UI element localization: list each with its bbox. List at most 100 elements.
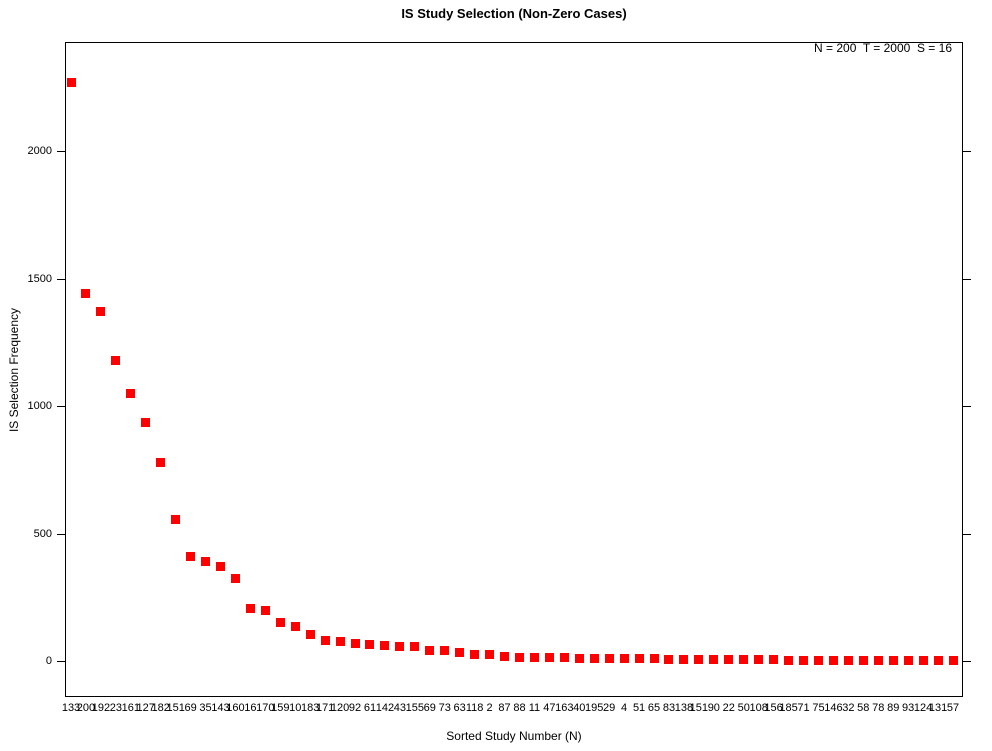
x-tick-label: 185 — [779, 702, 798, 714]
y-tick-label: 2000 — [27, 145, 52, 157]
x-tick-label: 88 — [513, 702, 526, 714]
data-point — [410, 642, 420, 652]
y-tick-label: 500 — [33, 527, 52, 540]
x-tick-label: 87 — [498, 702, 511, 714]
data-point — [275, 618, 285, 628]
data-point — [769, 655, 779, 665]
data-point — [230, 573, 240, 583]
y-tick-label: 1500 — [27, 272, 52, 285]
x-tick-label: 89 — [887, 702, 900, 714]
x-tick-label: 93 — [902, 702, 915, 714]
x-tick-label: 57 — [946, 702, 960, 714]
x-tick-label: 11 — [528, 702, 541, 714]
data-point — [66, 77, 76, 87]
x-tick-label: 182 — [151, 702, 170, 714]
data-point — [500, 652, 510, 662]
x-tick-label: 163 — [555, 702, 574, 714]
data-point — [350, 638, 360, 648]
data-point — [679, 654, 689, 664]
plot-area — [65, 42, 963, 697]
x-tick-label: 118 — [465, 702, 484, 714]
data-point — [828, 655, 838, 665]
data-point — [111, 355, 121, 365]
data-point — [514, 652, 524, 662]
x-tick-label: 127 — [136, 702, 155, 714]
data-point — [320, 635, 330, 645]
data-point — [395, 642, 405, 652]
x-tick-label: 138 — [674, 702, 694, 714]
data-point — [544, 653, 554, 663]
x-tick-label: 32 — [842, 702, 855, 714]
x-tick-label: 155 — [405, 702, 425, 714]
data-point — [843, 655, 853, 665]
data-point — [739, 655, 749, 665]
x-tick-label: 61 — [363, 702, 377, 714]
data-point — [649, 654, 659, 664]
data-point — [813, 655, 823, 665]
chart-title: IS Study Selection (Non-Zero Cases) — [401, 6, 627, 21]
x-tick-label: 160 — [226, 702, 245, 714]
x-tick-label: 90 — [707, 702, 720, 714]
x-tick-label: 65 — [647, 702, 661, 714]
data-point — [604, 654, 614, 664]
x-tick-label: 71 — [797, 702, 810, 714]
data-point — [365, 640, 375, 650]
data-point — [96, 307, 106, 317]
data-point — [664, 654, 674, 664]
x-tick-label: 63 — [453, 702, 466, 714]
data-point — [201, 557, 211, 567]
data-point — [186, 551, 196, 561]
data-point — [335, 636, 345, 646]
data-point — [724, 655, 734, 665]
data-point — [455, 647, 465, 657]
y-tick-mark-left — [57, 278, 65, 280]
x-tick-label: 108 — [749, 702, 768, 714]
x-tick-label: 151 — [689, 702, 709, 714]
data-point — [470, 650, 480, 660]
data-point — [215, 562, 225, 572]
x-tick-label: 22 — [722, 702, 735, 714]
y-tick-mark-right — [963, 406, 971, 407]
data-point — [126, 388, 136, 398]
data-point — [799, 655, 808, 665]
x-tick-label: 131 — [928, 702, 948, 714]
x-tick-label: 183 — [300, 702, 320, 714]
y-tick-label: 1000 — [27, 400, 52, 412]
data-point — [873, 655, 883, 665]
x-tick-label: 170 — [256, 702, 275, 714]
y-tick-mark-right — [963, 661, 971, 662]
x-tick-label: 69 — [423, 702, 436, 714]
data-point — [709, 654, 719, 664]
y-tick-mark-right — [963, 278, 971, 280]
x-tick-label: 69 — [184, 702, 197, 714]
x-tick-label: 83 — [662, 702, 676, 714]
data-point — [141, 418, 151, 428]
x-tick-label: 16 — [244, 702, 257, 714]
x-tick-label: 143 — [211, 702, 230, 714]
x-tick-label: 10 — [289, 702, 302, 714]
data-point — [784, 655, 794, 665]
x-tick-label: 23 — [109, 702, 122, 714]
x-tick-label: 195 — [585, 702, 604, 714]
data-point — [933, 656, 943, 666]
x-tick-label: 43 — [393, 702, 406, 714]
x-tick-label: 133 — [61, 702, 81, 714]
y-tick-mark-right — [963, 533, 971, 535]
y-tick-mark-left — [57, 406, 65, 407]
x-tick-label: 159 — [271, 702, 290, 714]
x-tick-label: 50 — [737, 702, 750, 714]
y-tick-mark-left — [57, 661, 65, 662]
x-tick-label: 156 — [764, 702, 783, 714]
x-tick-label: 4 — [621, 702, 628, 714]
x-tick-label: 200 — [76, 702, 96, 714]
data-point — [694, 654, 704, 664]
data-point — [948, 656, 958, 666]
data-point — [754, 655, 764, 665]
data-point — [634, 654, 644, 664]
x-tick-label: 120 — [330, 702, 350, 714]
data-point — [903, 656, 913, 666]
data-point — [918, 656, 928, 666]
x-tick-label: 124 — [913, 702, 933, 714]
x-tick-label: 29 — [603, 702, 616, 714]
